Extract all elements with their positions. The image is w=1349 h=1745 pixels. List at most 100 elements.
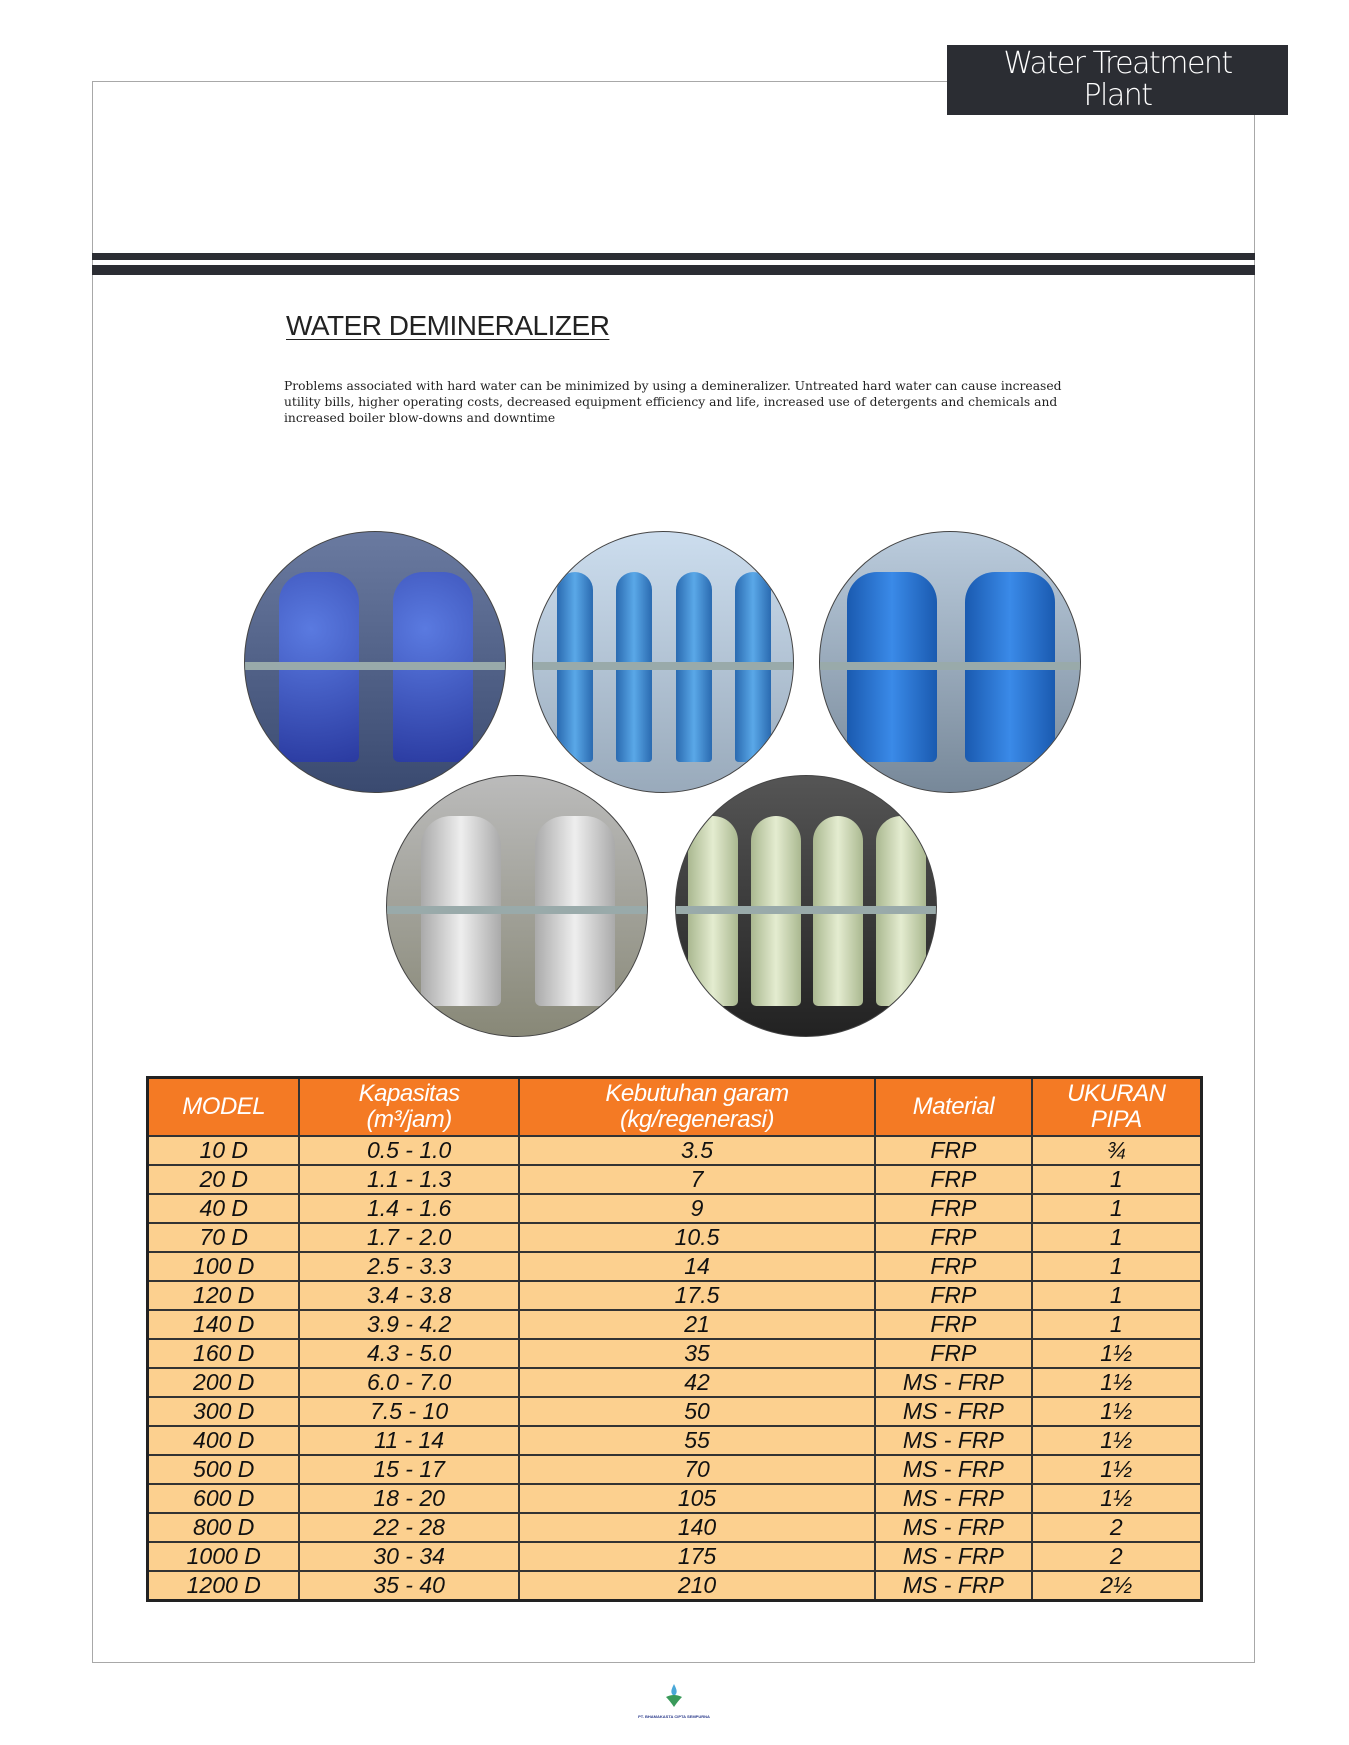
- table-row: 160 D 4.3 - 5.0 35 FRP 1½: [146, 1338, 1203, 1369]
- table-row: 300 D 7.5 - 10 50 MS - FRP 1½: [146, 1396, 1203, 1427]
- product-photo: [675, 775, 937, 1037]
- table-cell: FRP: [874, 1338, 1033, 1369]
- table-cell: 1½: [1030, 1396, 1203, 1427]
- table-cell: 70: [517, 1454, 877, 1485]
- pipe-graphic: [245, 662, 505, 670]
- table-cell: MS - FRP: [874, 1512, 1033, 1543]
- table-cell: 1½: [1030, 1454, 1203, 1485]
- title-line2: Plant: [1083, 78, 1153, 113]
- table-cell: 7: [517, 1164, 877, 1195]
- table-row: 70 D 1.7 - 2.0 10.5 FRP 1: [146, 1222, 1203, 1253]
- table-row: 600 D 18 - 20 105 MS - FRP 1½: [146, 1483, 1203, 1514]
- page-frame: [92, 81, 1255, 1663]
- table-cell: 35: [517, 1338, 877, 1369]
- table-cell: 9: [517, 1193, 877, 1224]
- table-cell: 11 - 14: [298, 1425, 520, 1456]
- table-cell: 20 D: [146, 1164, 301, 1195]
- table-cell: 1: [1030, 1193, 1203, 1224]
- column-header: Material: [874, 1076, 1033, 1137]
- table-cell: 600 D: [146, 1483, 301, 1514]
- table-cell: 1: [1030, 1251, 1203, 1282]
- pipe-graphic: [676, 906, 936, 914]
- table-cell: 1½: [1030, 1425, 1203, 1456]
- company-name: PT. BHAMAKASTA CIPTA SEMPURNA: [638, 1714, 710, 1719]
- table-cell: 140: [517, 1512, 877, 1543]
- table-cell: FRP: [874, 1251, 1033, 1282]
- product-photo: [819, 531, 1081, 793]
- table-cell: 3.4 - 3.8: [298, 1280, 520, 1311]
- pipe-graphic: [820, 662, 1080, 670]
- table-cell: 4.3 - 5.0: [298, 1338, 520, 1369]
- table-cell: 1.7 - 2.0: [298, 1222, 520, 1253]
- table-cell: MS - FRP: [874, 1570, 1033, 1602]
- column-header-text: (m³/jam): [366, 1106, 452, 1133]
- table-cell: 15 - 17: [298, 1454, 520, 1485]
- table-cell: 2: [1030, 1541, 1203, 1572]
- table-row: 120 D 3.4 - 3.8 17.5 FRP 1: [146, 1280, 1203, 1311]
- table-row: 40 D 1.4 - 1.6 9 FRP 1: [146, 1193, 1203, 1224]
- table-cell: FRP: [874, 1280, 1033, 1311]
- table-cell: 300 D: [146, 1396, 301, 1427]
- table-cell: 200 D: [146, 1367, 301, 1398]
- table-cell: 100 D: [146, 1251, 301, 1282]
- table-cell: 3.9 - 4.2: [298, 1309, 520, 1340]
- table-cell: 50: [517, 1396, 877, 1427]
- table-cell: 120 D: [146, 1280, 301, 1311]
- table-cell: 160 D: [146, 1338, 301, 1369]
- table-cell: 1000 D: [146, 1541, 301, 1572]
- table-cell: 42: [517, 1367, 877, 1398]
- table-cell: 1: [1030, 1222, 1203, 1253]
- table-cell: MS - FRP: [874, 1396, 1033, 1427]
- table-cell: 1: [1030, 1164, 1203, 1195]
- table-cell: 21: [517, 1309, 877, 1340]
- column-header-text: Kapasitas: [358, 1080, 460, 1107]
- column-header: Kapasitas (m³/jam): [298, 1076, 520, 1137]
- column-header-text: Material: [912, 1093, 995, 1120]
- table-cell: ¾: [1030, 1135, 1203, 1166]
- table-cell: FRP: [874, 1222, 1033, 1253]
- table-cell: 2: [1030, 1512, 1203, 1543]
- table-cell: 500 D: [146, 1454, 301, 1485]
- table-cell: 35 - 40: [298, 1570, 520, 1602]
- table-cell: MS - FRP: [874, 1367, 1033, 1398]
- product-photo: [532, 531, 794, 793]
- column-header-text: Kebutuhan garam: [605, 1080, 789, 1107]
- table-cell: 1½: [1030, 1338, 1203, 1369]
- table-cell: 210: [517, 1570, 877, 1602]
- table-cell: FRP: [874, 1164, 1033, 1195]
- table-cell: 105: [517, 1483, 877, 1514]
- table-cell: 1: [1030, 1309, 1203, 1340]
- divider-bar: [92, 253, 1255, 260]
- table-cell: 3.5: [517, 1135, 877, 1166]
- table-cell: FRP: [874, 1193, 1033, 1224]
- table-cell: 175: [517, 1541, 877, 1572]
- table-cell: 140 D: [146, 1309, 301, 1340]
- company-logo: PT. BHAMAKASTA CIPTA SEMPURNA: [638, 1683, 710, 1719]
- table-row: 400 D 11 - 14 55 MS - FRP 1½: [146, 1425, 1203, 1456]
- table-cell: 22 - 28: [298, 1512, 520, 1543]
- table-cell: MS - FRP: [874, 1541, 1033, 1572]
- table-cell: MS - FRP: [874, 1454, 1033, 1485]
- column-header-text: UKURAN: [1067, 1080, 1166, 1107]
- table-cell: 18 - 20: [298, 1483, 520, 1514]
- table-cell: 2½: [1030, 1570, 1203, 1602]
- table-cell: 70 D: [146, 1222, 301, 1253]
- table-cell: 1½: [1030, 1483, 1203, 1514]
- table-row: 10 D 0.5 - 1.0 3.5 FRP ¾: [146, 1135, 1203, 1166]
- section-description: Problems associated with hard water can …: [284, 379, 1062, 425]
- table-row: 800 D 22 - 28 140 MS - FRP 2: [146, 1512, 1203, 1543]
- pipe-graphic: [387, 906, 647, 914]
- title-line1: Water Treatment: [1003, 46, 1233, 81]
- table-cell: 10.5: [517, 1222, 877, 1253]
- table-cell: FRP: [874, 1309, 1033, 1340]
- table-cell: 800 D: [146, 1512, 301, 1543]
- column-header-text: PIPA: [1090, 1106, 1142, 1133]
- table-row: 200 D 6.0 - 7.0 42 MS - FRP 1½: [146, 1367, 1203, 1398]
- column-header-text: MODEL: [182, 1093, 266, 1120]
- spec-table: MODEL Kapasitas (m³/jam) Kebutuhan garam (kg…: [146, 1076, 1203, 1602]
- table-cell: 1.1 - 1.3: [298, 1164, 520, 1195]
- table-cell: 2.5 - 3.3: [298, 1251, 520, 1282]
- table-row: 1200 D 35 - 40 210 MS - FRP 2½: [146, 1570, 1203, 1602]
- pipe-graphic: [533, 662, 793, 670]
- table-cell: 17.5: [517, 1280, 877, 1311]
